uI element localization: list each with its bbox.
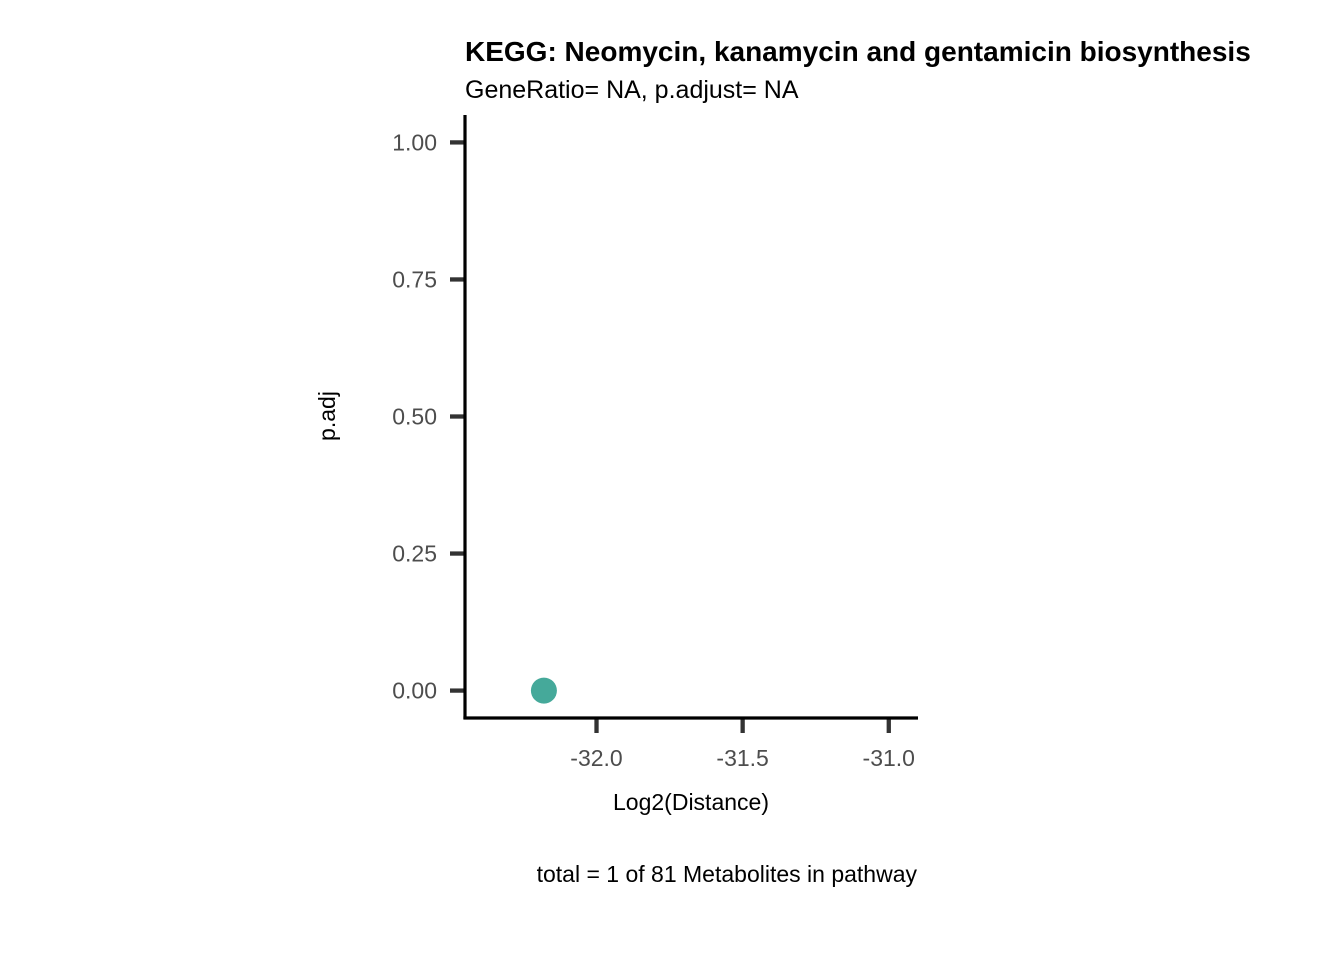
y-tick-label: 0.25 [392, 541, 437, 567]
y-tick-label: 1.00 [392, 129, 437, 155]
data-points [530, 677, 557, 704]
y-tick-label: 0.75 [392, 266, 437, 292]
chart-caption: total = 1 of 81 Metabolites in pathway [537, 861, 918, 887]
x-tick-label: -31.5 [716, 745, 768, 771]
chart-title: KEGG: Neomycin, kanamycin and gentamicin… [465, 36, 1251, 67]
data-point [530, 677, 557, 704]
x-axis-label: Log2(Distance) [613, 789, 769, 815]
y-tick-label: 0.00 [392, 678, 437, 704]
x-tick-label: -32.0 [570, 745, 622, 771]
y-axis-label: p.adj [314, 391, 340, 441]
x-axis-ticks: -32.0 -31.5 -31.0 [570, 718, 915, 771]
x-tick-label: -31.0 [863, 745, 915, 771]
y-tick-label: 0.50 [392, 404, 437, 430]
chart-subtitle: GeneRatio= NA, p.adjust= NA [465, 76, 799, 104]
y-axis-ticks: 0.00 0.25 0.50 0.75 1.00 [392, 129, 465, 704]
